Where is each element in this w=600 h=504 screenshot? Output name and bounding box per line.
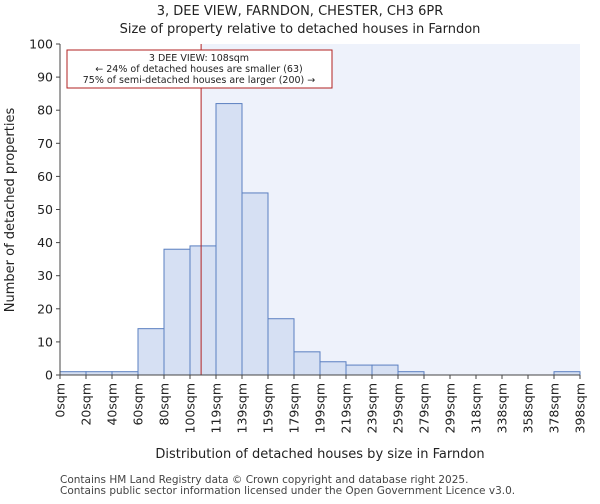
x-tick-label-318sqm: 318sqm	[469, 383, 484, 433]
bar-139sqm	[241, 192, 269, 376]
x-tick-label-0sqm: 0sqm	[53, 383, 68, 418]
bar-100sqm	[189, 245, 217, 376]
y-tick-label-40: 40	[37, 235, 53, 250]
annotation-box: 3 DEE VIEW: 108sqm ← 24% of detached hou…	[66, 49, 333, 89]
footer-line-2: Contains public sector information licen…	[60, 485, 515, 497]
annotation-border	[66, 49, 333, 89]
bar-60sqm	[137, 328, 165, 376]
x-tick-label-139sqm: 139sqm	[235, 383, 250, 433]
x-tick-label-259sqm: 259sqm	[391, 383, 406, 433]
bar-119sqm	[215, 103, 243, 376]
y-axis-label: Number of detached properties	[3, 108, 18, 313]
x-tick-label-358sqm: 358sqm	[521, 383, 536, 433]
x-tick-label-119sqm: 119sqm	[209, 383, 224, 433]
x-ticks-group: 0sqm 20sqm 40sqm 60sqm 80sqm 100sqm 119sqm 139s…	[53, 375, 588, 433]
y-tick-label-10: 10	[37, 334, 53, 349]
x-tick-label-40sqm: 40sqm	[105, 383, 120, 426]
annotation-line-2: ← 24% of detached houses are smaller (63…	[95, 64, 302, 75]
y-tick-label-50: 50	[37, 202, 53, 217]
y-tick-label-60: 60	[37, 169, 53, 184]
x-tick-label-179sqm: 179sqm	[287, 383, 302, 433]
x-tick-label-279sqm: 279sqm	[417, 383, 432, 433]
x-tick-label-60sqm: 60sqm	[131, 383, 146, 426]
bar-199sqm	[319, 361, 347, 376]
y-tick-label-90: 90	[37, 70, 53, 85]
y-tick-label-30: 30	[37, 268, 53, 283]
chart-title: 3, DEE VIEW, FARNDON, CHESTER, CH3 6PR	[157, 4, 444, 19]
y-ticks-group: 0 10 20 30 40 50 60 70 80 90 100	[29, 37, 60, 383]
bar-80sqm	[163, 248, 191, 376]
annotation-line-3: 75% of semi-detached houses are larger (…	[83, 75, 316, 86]
y-tick-label-100: 100	[29, 37, 53, 52]
x-tick-label-80sqm: 80sqm	[157, 383, 172, 426]
x-tick-label-20sqm: 20sqm	[79, 383, 94, 426]
x-tick-label-338sqm: 338sqm	[495, 383, 510, 433]
x-tick-label-159sqm: 159sqm	[261, 383, 276, 433]
y-tick-label-80: 80	[37, 103, 53, 118]
bars-group	[59, 103, 581, 376]
footer-line-1: Contains HM Land Registry data © Crown c…	[60, 474, 468, 486]
x-axis-label: Distribution of detached houses by size …	[155, 447, 484, 462]
x-tick-label-378sqm: 378sqm	[547, 383, 562, 433]
bar-239sqm	[371, 364, 399, 376]
x-tick-label-299sqm: 299sqm	[443, 383, 458, 433]
y-tick-label-70: 70	[37, 136, 53, 151]
y-tick-label-20: 20	[37, 301, 53, 316]
bar-159sqm	[267, 318, 295, 376]
x-tick-label-239sqm: 239sqm	[365, 383, 380, 433]
y-tick-label-0: 0	[45, 368, 53, 383]
bar-179sqm	[293, 351, 321, 376]
chart-subtitle: Size of property relative to detached ho…	[120, 22, 481, 37]
x-tick-label-100sqm: 100sqm	[183, 383, 198, 433]
x-tick-label-398sqm: 398sqm	[573, 383, 588, 433]
annotation-line-1: 3 DEE VIEW: 108sqm	[149, 53, 249, 64]
x-tick-label-199sqm: 199sqm	[313, 383, 328, 433]
x-tick-label-219sqm: 219sqm	[339, 383, 354, 433]
bar-219sqm	[345, 364, 373, 376]
